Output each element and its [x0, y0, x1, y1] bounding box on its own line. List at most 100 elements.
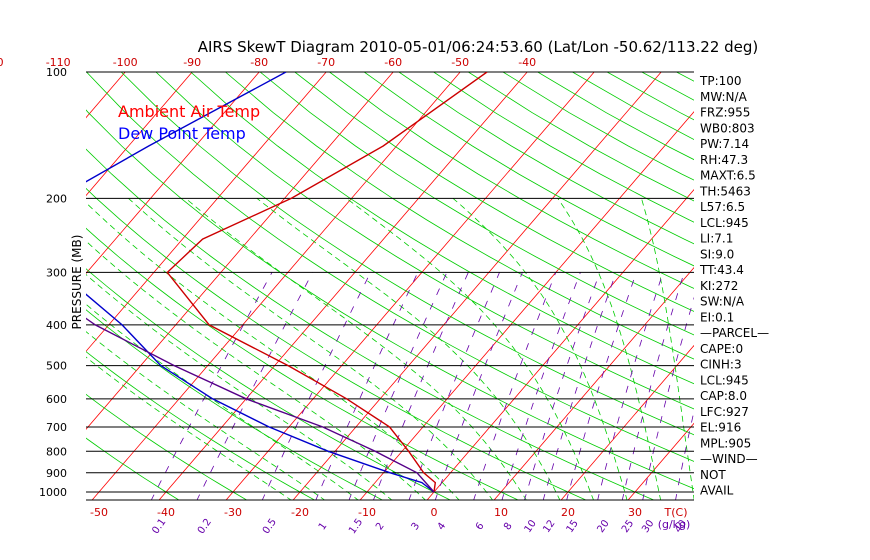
isotherm-line [86, 72, 327, 352]
axis-tick-labels: 1002003004005006007008009001000-120-110-… [0, 56, 690, 536]
stat-item: PW:7.14 [700, 137, 749, 151]
dry-adiabat-line [86, 148, 655, 500]
stat-item: EL:916 [700, 421, 741, 435]
stat-item: LFC:927 [700, 405, 749, 419]
legend-ambient-air-temp: Ambient Air Temp [118, 102, 260, 121]
isotherm-line [627, 422, 694, 500]
stat-item: FRZ:955 [700, 106, 750, 120]
dry-adiabat-line [225, 72, 694, 360]
dry-adiabat-line [86, 109, 694, 490]
dry-adiabat-line [120, 72, 694, 436]
stat-item: L57:6.5 [700, 200, 745, 214]
stat-item: CINH:3 [700, 358, 742, 372]
stat-item: NOT [700, 468, 726, 482]
stat-item: TP:100 [699, 74, 742, 88]
mixing-ratio-line [542, 272, 617, 500]
dry-adiabat-line [398, 72, 694, 245]
bottom-temperature-tick-label: -50 [90, 506, 108, 519]
top-temperature-tick-label: -40 [518, 56, 536, 69]
isotherm-line [225, 72, 595, 500]
pressure-tick-label: 600 [46, 393, 67, 406]
mixing-ratio-tick-label: 10 [523, 518, 539, 535]
bottom-temperature-tick-label: -20 [291, 506, 309, 519]
mixing-ratio-tick-label: 6 [474, 521, 487, 533]
isotherm-line [86, 72, 260, 275]
dry-adiabat-line [641, 72, 694, 101]
pressure-tick-label: 100 [46, 66, 67, 79]
stat-item: KI:272 [700, 279, 738, 293]
moist-adiabat-line [641, 198, 694, 500]
pressure-tick-label: 1000 [39, 486, 67, 499]
isotherm-line [91, 72, 461, 500]
stat-item: —WIND— [700, 452, 758, 466]
top-temperature-tick-label: -110 [46, 56, 71, 69]
chart-title: AIRS SkewT Diagram 2010-05-01/06:24:53.6… [198, 38, 759, 56]
temperature-unit-label: T(C) [664, 506, 688, 519]
mixing-ratio-tick-label: 1 [317, 521, 330, 533]
top-temperature-tick-label: -50 [451, 56, 469, 69]
stat-item: MW:N/A [700, 90, 748, 104]
mixing-ratio-tick-label: 0.1 [150, 517, 168, 536]
moist-adiabat-line [346, 198, 594, 500]
top-temperature-tick-label: -60 [384, 56, 402, 69]
mixing-ratio-tick-label: 30 [640, 518, 656, 535]
isotherm-line [493, 266, 694, 500]
stat-item: MPL:905 [700, 436, 751, 450]
stat-item: AVAIL [700, 484, 734, 498]
bottom-temperature-tick-label: -30 [224, 506, 242, 519]
stat-item: TH:5463 [699, 184, 751, 198]
dry-adiabat-line [468, 72, 694, 202]
mixing-ratio-line [261, 272, 371, 500]
moist-adiabat-line [256, 198, 561, 500]
mixing-ratio-tick-label: 1.5 [347, 517, 365, 536]
moist-adiabat-line [128, 198, 494, 500]
mixing-ratio-line [315, 272, 419, 500]
dry-adiabat-line [86, 72, 694, 462]
dry-adiabat-line [190, 72, 694, 385]
isotherm-line [761, 72, 870, 501]
bottom-temperature-tick-label: 20 [561, 506, 575, 519]
isotherm-line [560, 344, 694, 500]
dry-adiabat-line [433, 72, 694, 223]
mixing-ratio-tick-label: 0.2 [196, 517, 214, 536]
top-temperature-tick-label: -120 [0, 56, 4, 69]
series-dew-point-temp [86, 72, 435, 493]
dry-adiabat-line [329, 72, 694, 289]
stat-item: SW:N/A [700, 295, 745, 309]
pressure-tick-label: 800 [46, 445, 67, 458]
isotherm-line [86, 72, 394, 430]
mixing-ratio-line [408, 272, 500, 500]
mixing-ratio-line [373, 272, 469, 500]
stat-item: LI:7.1 [700, 232, 733, 246]
dry-adiabat-line [86, 187, 587, 500]
mixing-ratio-line [675, 409, 694, 500]
mixing-ratio-unit-label: (g/kg) [658, 518, 691, 531]
dry-adiabat-line [86, 351, 316, 500]
stat-item: LCL:945 [700, 216, 749, 230]
bottom-temperature-tick-label: 30 [628, 506, 642, 519]
profile-series [86, 72, 488, 493]
moist-adiabat-line [452, 198, 628, 500]
bottom-temperature-tick-label: 10 [494, 506, 508, 519]
isotherm-lines [86, 72, 870, 501]
stat-item: SI:9.0 [700, 247, 734, 261]
pressure-tick-label: 300 [46, 266, 67, 279]
stat-item: RH:47.3 [700, 153, 748, 167]
mixing-ratio-tick-label: 12 [541, 518, 557, 535]
mixing-ratio-tick-label: 0.5 [261, 517, 279, 536]
series-parcel-path [86, 317, 435, 493]
mixing-ratio-line [473, 272, 557, 500]
moist-adiabat-line [86, 273, 393, 500]
legend-dew-point-temp: Dew Point Temp [118, 124, 246, 143]
series-ambient-air-temp [166, 72, 488, 493]
mixing-ratio-line [501, 272, 581, 500]
mixing-ratio-tick-label: 2 [374, 521, 387, 533]
stat-item: CAP:8.0 [700, 389, 747, 403]
moist-adiabat-line [86, 240, 426, 500]
stat-item: CAPE:0 [700, 342, 743, 356]
mixing-ratio-line [597, 272, 664, 500]
stat-item: WB0:803 [700, 121, 755, 135]
top-temperature-tick-label: -80 [250, 56, 268, 69]
stat-item: MAXT:6.5 [700, 169, 756, 183]
